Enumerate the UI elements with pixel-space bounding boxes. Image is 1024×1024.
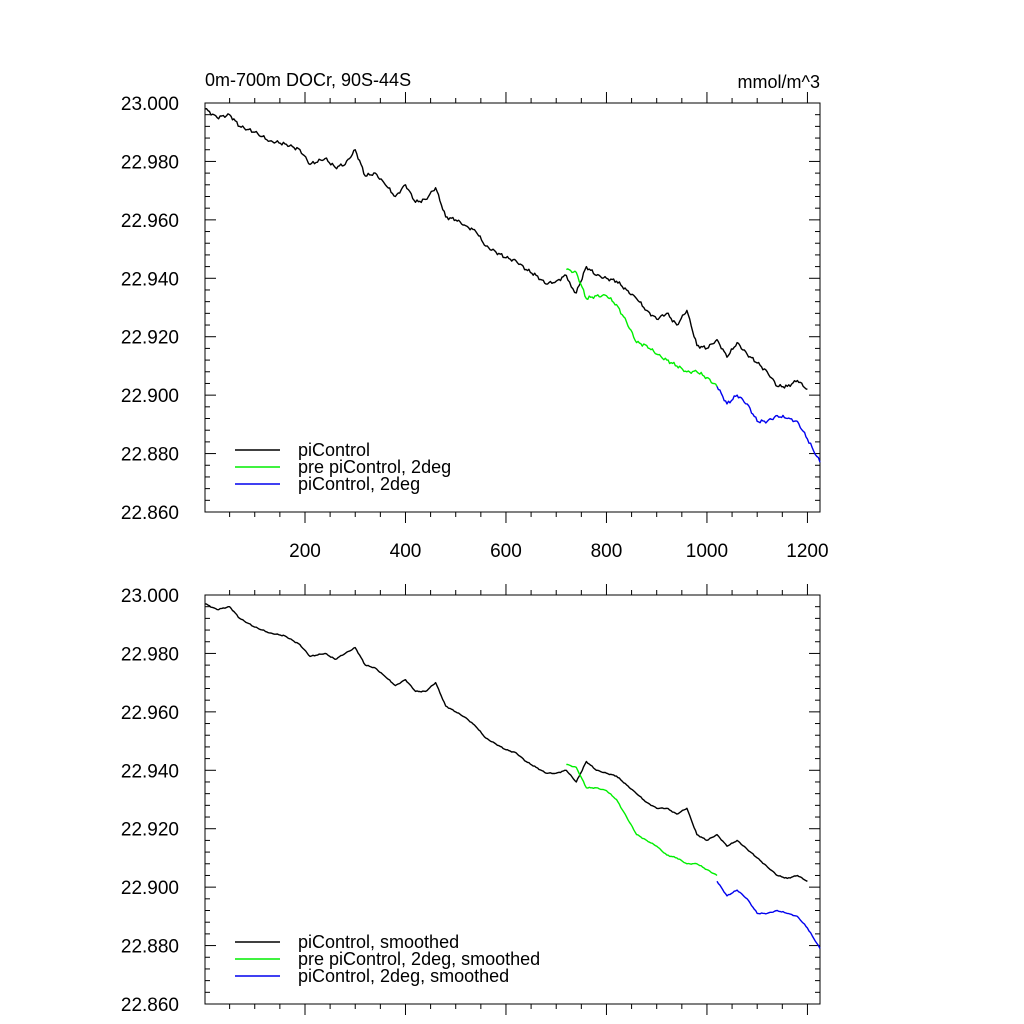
y-tick-label: 22.940 [121,761,179,782]
x-tick-label: 800 [591,541,623,562]
y-tick-label: 22.960 [121,211,179,232]
y-tick-label: 23.000 [121,586,179,607]
series-line-picontrol-2deg [716,386,821,463]
legend-label-picontrol: piControl [298,440,370,460]
top-panel: 22.860 22.880 22.900 22.920 22.940 22.960 22.9… [121,70,829,562]
y-tick-label: 22.880 [121,937,179,958]
y-tick-label: 22.860 [121,503,179,524]
plot-frame [204,102,821,513]
legend-label-pre-picontrol-2deg-smoothed: pre piControl, 2deg, smoothed [298,949,540,969]
y-tick-label: 22.920 [121,328,179,349]
x-tick-label: 200 [289,541,321,562]
series-line-pre-picontrol-2deg-smoothed [566,763,718,877]
plot-frame [204,594,821,1005]
y-tick-label: 22.900 [121,878,179,899]
y-tick-label: 22.920 [121,820,179,841]
y-tick-label: 23.000 [121,94,179,115]
legend-label-picontrol-2deg-smoothed: piControl, 2deg, smoothed [298,966,509,986]
x-tick-label: 400 [390,541,422,562]
legend-label-pre-picontrol-2deg: pre piControl, 2deg [298,457,451,477]
chart-title: 0m-700m DOCr, 90S-44S [205,70,411,90]
y-tick-label: 22.860 [121,995,179,1016]
y-tick-label: 22.980 [121,644,179,665]
y-tick-label: 22.880 [121,445,179,466]
series-line-picontrol-2deg-smoothed [716,880,821,949]
legend-label-picontrol-2deg: piControl, 2deg [298,474,420,494]
y-tick-label: 22.940 [121,269,179,290]
x-tick-label: 600 [490,541,522,562]
series-line-picontrol [204,108,808,390]
x-tick-label: 1000 [686,541,728,562]
y-tick-label: 22.960 [121,703,179,724]
series-line-pre-picontrol-2deg [566,268,718,387]
units-label: mmol/m^3 [738,72,820,92]
legend-label-picontrol-smoothed: piControl, smoothed [298,932,459,952]
bottom-panel: 22.860 22.880 22.900 22.920 22.940 22.960 22.9… [121,584,821,1016]
y-tick-label: 22.980 [121,152,179,173]
x-tick-label: 1200 [786,541,828,562]
y-tick-label: 22.900 [121,386,179,407]
series-line-picontrol-smoothed [204,603,808,882]
